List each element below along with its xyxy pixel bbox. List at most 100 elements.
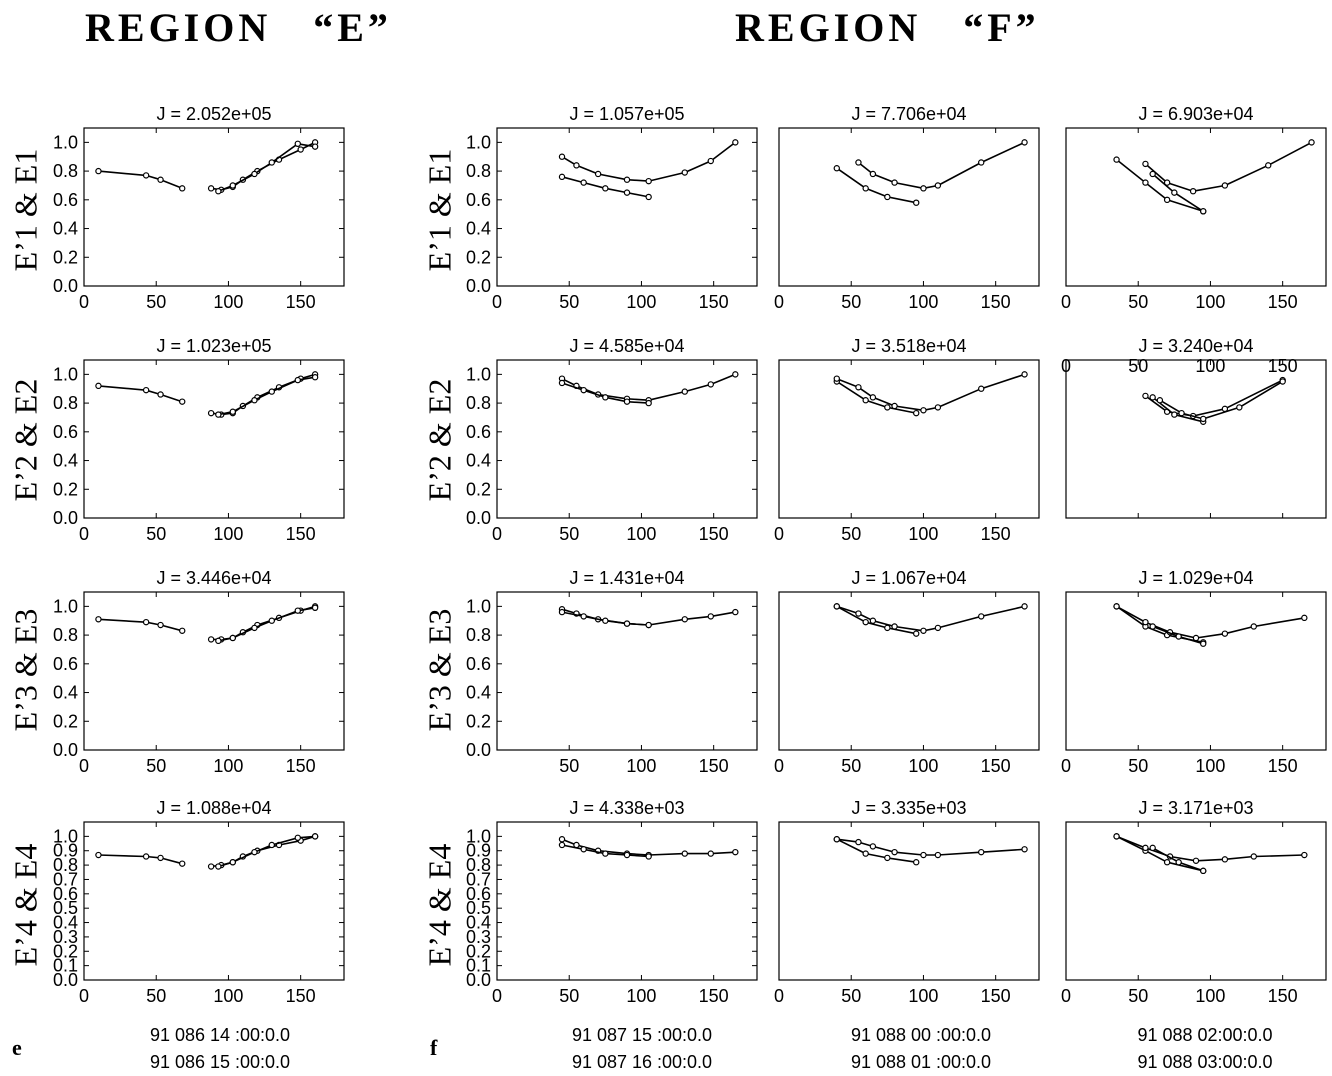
data-point-f3-3-1-1 (1142, 618, 1149, 626)
data-point-f1-2-1-0 (558, 379, 566, 387)
data-point-f2-3-1-7 (1021, 603, 1028, 610)
y-tick-label-e-2-0.6: 0.6 (53, 422, 78, 442)
data-point-e-4-2-2 (251, 848, 258, 856)
y-tick-label-e-1-0: 0.0 (53, 276, 78, 296)
data-point-e-4-0-0 (95, 851, 102, 859)
data-point-f3-3-1-3 (1192, 634, 1200, 642)
time-end-f3: 91 088 03:00:0.0 (1137, 1052, 1273, 1072)
data-point-f1-4-1-0 (558, 841, 566, 849)
data-point-f2-4-1-7 (1021, 846, 1028, 853)
x-tick-label-f1-1-100: 100 (626, 292, 656, 312)
plot-title-e-1: J = 2.052e+05 (156, 104, 271, 124)
data-point-f3-3-1-4 (1221, 630, 1229, 637)
data-point-f2-4-0-3 (913, 859, 920, 866)
y-tick-label-f1-2-0.4: 0.4 (466, 451, 491, 471)
data-point-f2-3-1-5 (934, 624, 942, 632)
data-point-f1-2-0-6 (707, 381, 714, 388)
y-tick-label-f1-4-0.2: 0.2 (466, 941, 491, 961)
y-tick-label-f1-1-0.4: 0.4 (466, 219, 491, 239)
ylabel-e-row2: E’2 & E2 (7, 378, 44, 502)
y-tick-label-e-4-0.4: 0.4 (53, 913, 78, 933)
y-tick-label-f1-1-1: 1.0 (466, 132, 491, 152)
y-tick-label-e-3-0.4: 0.4 (53, 683, 78, 703)
data-point-e-4-2-0 (215, 863, 222, 870)
series-line-f2-1-0 (836, 167, 917, 204)
data-point-f1-1-0-7 (732, 139, 739, 146)
data-point-f2-4-1-5 (934, 851, 942, 859)
series-line-e-2-0 (98, 385, 183, 403)
data-point-f1-4-1-3 (623, 851, 631, 859)
data-point-f2-1-0-2 (884, 193, 891, 201)
data-point-f2-3-1-6 (978, 613, 985, 620)
x-tick-label-e-2-50: 50 (146, 524, 166, 544)
data-point-f1-1-0-5 (681, 169, 688, 176)
plot-title-f1-1: J = 1.057e+05 (569, 104, 684, 124)
data-point-e-1-2-2 (251, 170, 258, 178)
x-tick-label-f2-3-50: 50 (841, 756, 861, 776)
y-tick-label-f1-2-1: 1.0 (466, 364, 491, 384)
data-point-e-3-2-4 (294, 607, 301, 614)
data-point-e-2-0-2 (157, 391, 164, 398)
data-point-f2-4-1-0 (833, 836, 840, 843)
plot-title-f2-2: J = 3.518e+04 (851, 336, 966, 356)
series-line-f2-4-0 (836, 838, 917, 863)
data-point-f3-4-1-3 (1192, 857, 1200, 864)
data-point-e-2-2-5 (311, 374, 319, 381)
data-point-f2-3-1-1 (855, 610, 862, 617)
y-tick-label-f1-4-1: 1.0 (466, 826, 491, 846)
x-tick-label-e-1-150: 150 (286, 292, 316, 312)
x-tick-label-f2-2-50: 50 (841, 524, 861, 544)
data-point-f1-3-0-7 (732, 608, 739, 616)
data-point-f3-2-0-0 (1142, 392, 1149, 400)
series-line-e-4-0 (98, 854, 183, 865)
data-point-f2-4-1-1 (855, 838, 862, 846)
x-tick-label-f1-4-0: 0 (492, 986, 502, 1006)
y-tick-label-e-1-0.6: 0.6 (53, 190, 78, 210)
y-tick-label-f1-4-0.3: 0.3 (466, 927, 491, 947)
data-point-f1-1-0-3 (623, 176, 631, 183)
data-point-f3-1-1-1 (1163, 179, 1171, 186)
data-point-e-3-0-0 (95, 616, 102, 623)
x-tick-label-e-4-0: 0 (79, 986, 89, 1006)
x-tick-label-f1-1-0: 0 (492, 292, 502, 312)
x-tick-label-f2-1-50: 50 (841, 292, 861, 312)
plot-title-f3-4: J = 3.171e+03 (1138, 798, 1253, 818)
data-point-e-3-2-1 (229, 634, 236, 642)
y-tick-label-e-3-0.2: 0.2 (53, 711, 78, 731)
x-tick-label-f3-3-0: 0 (1061, 756, 1071, 776)
data-point-f1-4-0-7 (732, 848, 739, 856)
data-point-f1-1-0-1 (573, 162, 580, 169)
x-tick-label-e-4-150: 150 (286, 986, 316, 1006)
series-line-f3-4-0 (1116, 835, 1204, 872)
time-start-f3: 91 088 02:00:0.0 (1137, 1025, 1273, 1045)
plot-title-f2-3: J = 1.067e+04 (851, 568, 966, 588)
y-tick-label-f1-1-0: 0.0 (466, 276, 491, 296)
y-tick-label-e-1-1: 1.0 (53, 132, 78, 152)
plot-frame-e-2 (83, 359, 345, 519)
data-point-f3-2-2-4 (1279, 378, 1286, 385)
x-tick-label-f2-2-0: 0 (774, 524, 784, 544)
x-tick-label-f3-4-150: 150 (1268, 986, 1298, 1006)
x-tick-label-f3-1-100: 100 (1195, 292, 1225, 312)
data-point-f3-1-0-1 (1142, 179, 1149, 186)
data-point-f2-1-1-1 (869, 170, 877, 178)
data-point-f1-1-1-1 (580, 179, 587, 186)
ylabel-f-row4: E’4 & E4 (421, 843, 458, 967)
y-tick-label-f1-4-0.6: 0.6 (466, 884, 491, 904)
y-tick-label-f1-3-0.8: 0.8 (466, 625, 491, 645)
data-point-f1-3-1-1 (580, 613, 587, 620)
data-point-f3-1-1-5 (1308, 139, 1315, 146)
x-tick-label-f2-1-0: 0 (774, 292, 784, 312)
data-point-f1-1-1-4 (645, 193, 652, 201)
data-point-f1-2-0-7 (732, 371, 739, 378)
data-point-f3-3-2-0 (1149, 623, 1156, 630)
data-point-f2-3-1-3 (891, 623, 898, 630)
x-tick-label-f1-2-0: 0 (492, 524, 502, 544)
y-tick-label-f1-3-0.4: 0.4 (466, 683, 491, 703)
y-tick-label-e-2-0.8: 0.8 (53, 393, 78, 413)
data-point-f3-3-1-6 (1301, 614, 1308, 622)
ylabel-e-row3: E’3 & E3 (7, 608, 44, 732)
data-point-f3-4-2-0 (1149, 844, 1156, 852)
data-point-e-1-2-4 (294, 140, 301, 147)
data-point-e-2-2-4 (294, 376, 301, 384)
